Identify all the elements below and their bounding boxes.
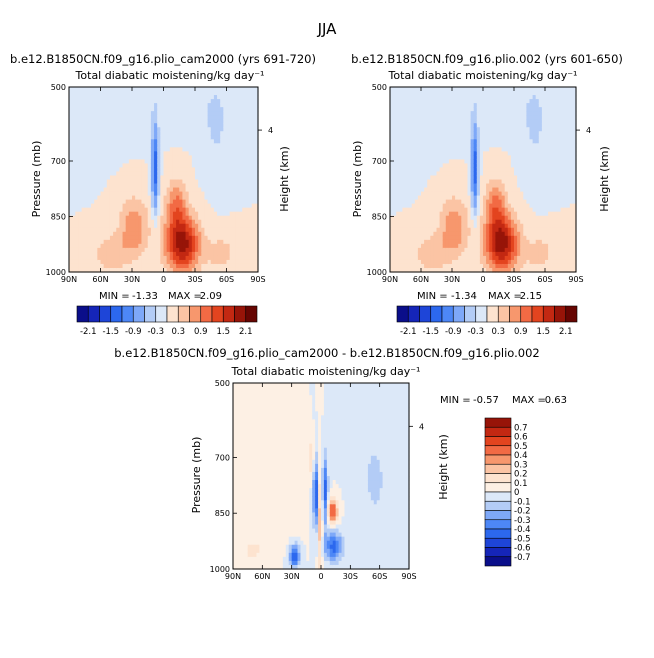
x-tick-label: 30S [187, 275, 202, 284]
colorbar-label: 0.9 [194, 327, 208, 337]
figure-title: JJA [317, 20, 338, 38]
colorbar-label: -2.1 [80, 327, 97, 337]
x-tick-label: 60S [219, 275, 234, 284]
x-tick-label: 0 [161, 275, 166, 284]
colorbar-swatch [235, 306, 246, 322]
colorbar-swatch [88, 306, 99, 322]
x-tick-label: 60N [92, 275, 108, 284]
colorbar-swatch [122, 306, 133, 322]
y-tick-label: 500 [51, 83, 66, 92]
y-tick-label: 700 [51, 157, 66, 166]
panel-top-left-heatmap [69, 87, 259, 273]
colorbar-label: -0.3 [147, 327, 164, 337]
colorbar-swatch [100, 306, 111, 322]
panel-top-left-colorbar: -2.1 -1.5 -0.9 -0.3 0.3 0.9 1.5 2.1 [77, 306, 257, 337]
panel-top-left-min-label: MIN = [99, 291, 130, 302]
colorbar-swatch [145, 306, 156, 322]
panel-top-left-y-axis-label: Pressure (mb) [30, 141, 43, 218]
colorbar-swatch [178, 306, 189, 322]
panel-top-right-y-axis-label: Pressure (mb) [351, 141, 364, 218]
colorbar-label: -1.5 [102, 327, 119, 337]
x-tick-label: 90S [250, 275, 265, 284]
panel-top-right-heatmap [390, 87, 577, 273]
panel-top-right-case-title: b.e12.B1850CN.f09_g16.plio.002 (yrs 601-… [351, 52, 623, 66]
colorbar-swatch [133, 306, 144, 322]
colorbar-swatch [156, 306, 167, 322]
y2-tick-label: 4 [268, 126, 273, 135]
colorbar-swatch [212, 306, 223, 322]
panel-top-left-y2-axis-label: Height (km) [278, 146, 291, 212]
panel-top-right: b.e12.B1850CN.f09_g16.plio.002 (yrs 601-… [351, 52, 623, 337]
x-tick-label: 30N [124, 275, 140, 284]
colorbar-swatch [167, 306, 178, 322]
colorbar-label: 2.1 [239, 327, 253, 337]
y-tick-label: 850 [51, 213, 66, 222]
colorbar-swatch [190, 306, 201, 322]
panel-top-left-max-value: 2.09 [200, 291, 222, 302]
panel-top-right-subtitle: Total diabatic moistening/kg day⁻¹ [388, 69, 578, 82]
colorbar-swatch [223, 306, 234, 322]
panel-top-right-y2-axis-label: Height (km) [598, 146, 611, 212]
colorbar-swatch [111, 306, 122, 322]
colorbar-label: 1.5 [216, 327, 230, 337]
colorbar-swatch [201, 306, 212, 322]
panel-top-left-subtitle: Total diabatic moistening/kg day⁻¹ [75, 69, 265, 82]
y-tick-label: 1000 [46, 268, 66, 277]
colorbar-swatch [246, 306, 257, 322]
colorbar-label: -0.9 [125, 327, 142, 337]
panel-top-left: b.e12.B1850CN.f09_g16.plio_cam2000 (yrs … [10, 52, 316, 337]
panel-top-left-min-value: -1.33 [132, 291, 158, 302]
colorbar-swatch [77, 306, 88, 322]
panel-top-left-case-title: b.e12.B1850CN.f09_g16.plio_cam2000 (yrs … [10, 52, 316, 66]
colorbar-label: 0.3 [171, 327, 185, 337]
panel-top-left-max-label: MAX = [168, 291, 202, 302]
